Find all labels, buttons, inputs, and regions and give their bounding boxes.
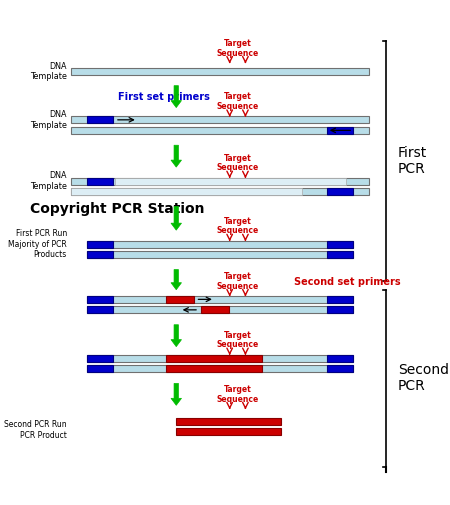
Bar bbox=[166, 365, 262, 372]
Bar bbox=[176, 428, 281, 435]
Text: Second PCR Run
PCR Product: Second PCR Run PCR Product bbox=[4, 420, 67, 439]
Bar bbox=[87, 355, 353, 362]
Bar bbox=[87, 241, 353, 247]
Bar bbox=[87, 307, 353, 314]
Bar bbox=[327, 241, 353, 247]
Bar bbox=[87, 307, 113, 314]
Polygon shape bbox=[171, 383, 181, 406]
Text: Target
Sequence: Target Sequence bbox=[216, 154, 259, 172]
Bar bbox=[327, 127, 353, 134]
Text: Target
Sequence: Target Sequence bbox=[216, 272, 259, 290]
Text: Target
Sequence: Target Sequence bbox=[216, 92, 259, 111]
Bar bbox=[176, 418, 281, 425]
Bar bbox=[71, 116, 369, 123]
Text: Copyright PCR Station: Copyright PCR Station bbox=[30, 202, 204, 216]
Text: DNA
Template: DNA Template bbox=[30, 171, 67, 191]
Bar bbox=[87, 365, 113, 372]
Polygon shape bbox=[171, 325, 181, 346]
Polygon shape bbox=[171, 270, 181, 290]
Text: Target
Sequence: Target Sequence bbox=[216, 39, 259, 58]
Bar bbox=[327, 307, 353, 314]
Bar bbox=[201, 307, 229, 314]
Bar bbox=[71, 68, 369, 75]
Bar bbox=[87, 296, 353, 303]
Text: Target
Sequence: Target Sequence bbox=[216, 331, 259, 349]
Bar bbox=[166, 355, 262, 362]
Text: DNA
Template: DNA Template bbox=[30, 62, 67, 81]
Text: Target
Sequence: Target Sequence bbox=[216, 217, 259, 235]
Bar bbox=[71, 178, 369, 185]
Bar bbox=[71, 188, 369, 195]
Bar bbox=[87, 355, 113, 362]
Bar bbox=[71, 188, 302, 195]
Polygon shape bbox=[171, 145, 181, 167]
Bar bbox=[166, 296, 194, 303]
Bar bbox=[327, 365, 353, 372]
Bar bbox=[327, 355, 353, 362]
Bar bbox=[115, 178, 346, 185]
Text: DNA
Template: DNA Template bbox=[30, 110, 67, 129]
Text: First set primers: First set primers bbox=[117, 92, 209, 103]
Bar bbox=[87, 241, 113, 247]
Text: Second
PCR: Second PCR bbox=[398, 363, 449, 393]
Bar bbox=[327, 188, 353, 195]
Bar bbox=[87, 251, 113, 258]
Text: Target
Sequence: Target Sequence bbox=[216, 385, 259, 403]
Bar bbox=[87, 296, 113, 303]
Bar bbox=[87, 116, 113, 123]
Bar bbox=[87, 251, 353, 258]
Bar bbox=[327, 296, 353, 303]
Polygon shape bbox=[171, 207, 181, 230]
Bar bbox=[87, 365, 353, 372]
Text: First
PCR: First PCR bbox=[398, 146, 427, 176]
Bar bbox=[71, 127, 369, 134]
Text: First PCR Run
Majority of PCR
Products: First PCR Run Majority of PCR Products bbox=[8, 229, 67, 259]
Bar bbox=[327, 251, 353, 258]
Polygon shape bbox=[171, 86, 181, 108]
Bar bbox=[87, 178, 113, 185]
Text: Second set primers: Second set primers bbox=[294, 277, 401, 287]
